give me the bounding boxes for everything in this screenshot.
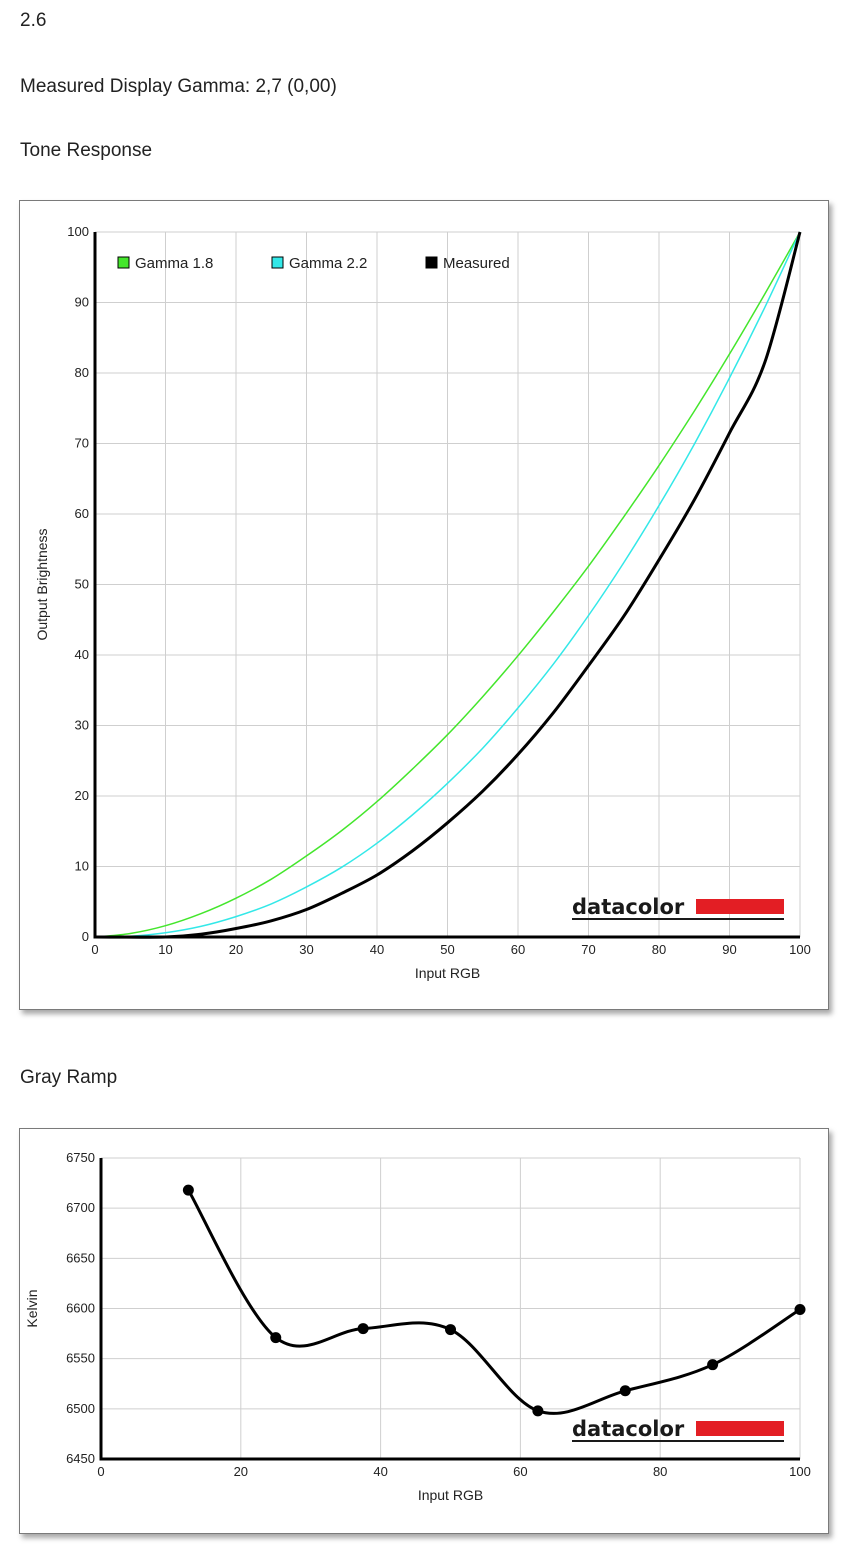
tone-x-tick-label: 20 <box>229 942 243 957</box>
tone-y-tick-label: 50 <box>75 577 89 592</box>
gray-data-point <box>445 1324 456 1336</box>
tone-y-tick-label: 70 <box>75 436 89 451</box>
gray-x-tick-label: 40 <box>373 1464 387 1479</box>
tone-x-tick-label: 50 <box>440 942 454 957</box>
gray-logo-bar <box>696 1421 784 1436</box>
gray-ramp-heading: Gray Ramp <box>20 1067 118 1088</box>
tone-x-tick-label: 80 <box>652 942 666 957</box>
gray-series-line <box>187 1189 801 1415</box>
tone-x-tick-label: 90 <box>722 942 736 957</box>
legend-swatch <box>117 256 130 269</box>
tone-y-tick-label: 90 <box>75 295 89 310</box>
gray-x-tick-label: 20 <box>234 1464 248 1479</box>
gray-y-axis-label: Kelvin <box>24 1289 40 1327</box>
gray-x-tick-label: 80 <box>653 1464 667 1479</box>
gray-y-tick-label: 6450 <box>66 1451 95 1466</box>
tone-x-tick-label: 60 <box>511 942 525 957</box>
legend-swatch <box>271 256 284 269</box>
gray-y-tick-label: 6600 <box>66 1301 95 1316</box>
gray-y-tick-label: 6500 <box>66 1401 95 1416</box>
gray-y-tick-label: 6700 <box>66 1200 95 1215</box>
gray-y-tick-label: 6750 <box>66 1150 95 1165</box>
gray-data-point <box>619 1385 631 1397</box>
tone-x-tick-label: 0 <box>91 942 98 957</box>
tone-x-tick-label: 10 <box>158 942 172 957</box>
tone-x-tick-label: 30 <box>299 942 313 957</box>
gray-x-tick-label: 0 <box>97 1464 104 1479</box>
tone-y-tick-label: 20 <box>75 788 89 803</box>
tone-x-tick-label: 40 <box>370 942 384 957</box>
tone-y-axis-label: Output Brightness <box>34 528 50 640</box>
legend-swatch <box>425 256 438 269</box>
gray-x-axis-label: Input RGB <box>418 1487 483 1503</box>
gray-data-point <box>707 1359 719 1371</box>
tone-y-tick-label: 60 <box>75 506 89 521</box>
tone-series-line <box>94 231 801 938</box>
tone-response-chart-panel: 0 10 20 30 40 50 60 70 80 90 100 0 10 20 30 40 50 60 70 80 9… <box>19 200 829 1010</box>
gray-ramp-chart-panel: 0 20 40 60 80 100 6450 6500 6550 6600 6650 6700 6750… <box>19 1128 829 1534</box>
gray-y-tick-label: 6550 <box>66 1351 95 1366</box>
gray-x-tick-label: 100 <box>789 1464 811 1479</box>
gray-data-point <box>357 1323 369 1335</box>
gray-data-point <box>794 1304 806 1316</box>
gray-ramp-chart: 0 20 40 60 80 100 6450 6500 6550 6600 6650 6700 6750… <box>24 1150 811 1503</box>
tone-y-tick-label: 30 <box>75 718 89 733</box>
tone-y-tick-label: 0 <box>82 929 89 944</box>
tone-response-heading: Tone Response <box>20 140 153 161</box>
tone-response-chart: 0 10 20 30 40 50 60 70 80 90 100 0 10 20 30 40 50 60 70 80 9… <box>34 224 811 981</box>
legend-label: Measured <box>443 255 510 272</box>
tone-y-tick-label: 100 <box>67 224 89 239</box>
legend-label: Gamma 2.2 <box>289 255 367 272</box>
tone-series-line <box>94 231 801 938</box>
tone-logo-text: datacolor <box>572 895 685 919</box>
tone-x-axis-label: Input RGB <box>415 965 480 981</box>
tone-x-tick-label: 100 <box>789 942 811 957</box>
gray-logo-text: datacolor <box>572 1417 685 1441</box>
tone-y-tick-label: 10 <box>75 859 89 874</box>
tone-logo-bar <box>696 899 784 914</box>
gray-data-point <box>182 1184 194 1196</box>
gray-x-tick-label: 60 <box>513 1464 527 1479</box>
gray-y-tick-label: 6650 <box>66 1250 95 1265</box>
gray-data-point <box>270 1332 282 1344</box>
tone-y-tick-label: 40 <box>75 647 89 662</box>
measured-display-gamma: Measured Display Gamma: 2,7 (0,00) <box>20 76 337 97</box>
tone-y-tick-label: 80 <box>75 365 89 380</box>
tone-x-tick-label: 70 <box>581 942 595 957</box>
legend-label: Gamma 1.8 <box>135 255 213 272</box>
gamma-target-value: 2.6 <box>20 10 47 31</box>
gray-data-point <box>532 1405 544 1417</box>
tone-series-line <box>94 231 802 939</box>
